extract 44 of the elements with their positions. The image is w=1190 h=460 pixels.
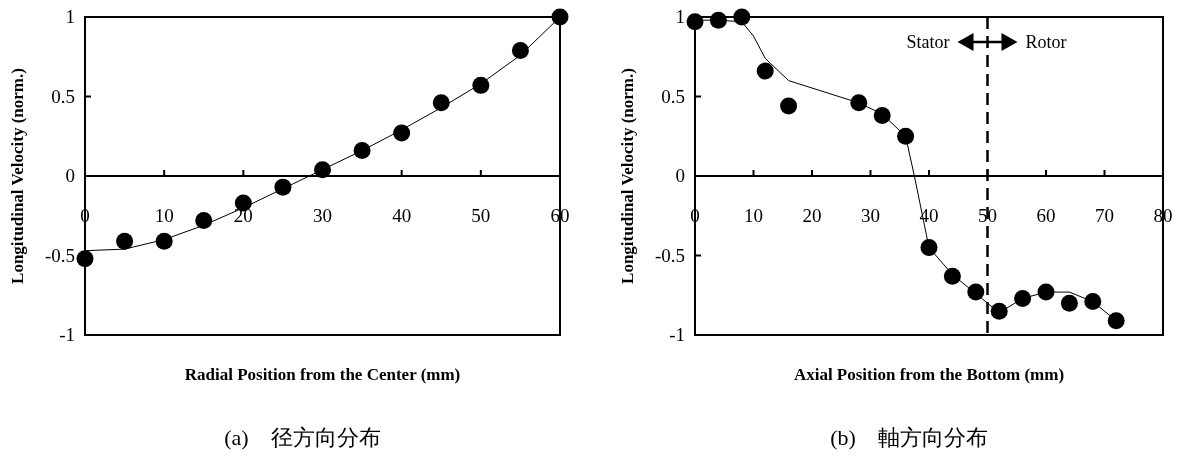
- point: [1107, 312, 1125, 330]
- x-tick-label: 60: [1036, 205, 1056, 226]
- x-tick-label: 40: [392, 205, 412, 226]
- y-tick-label: 1: [675, 6, 685, 27]
- point: [780, 97, 798, 115]
- y-tick-label: -0.5: [654, 244, 685, 266]
- point: [733, 8, 751, 26]
- x-tick-label: 20: [802, 205, 822, 226]
- x-tick-label: 50: [978, 205, 997, 226]
- point: [686, 13, 704, 31]
- x-tick-label: 20: [233, 205, 253, 226]
- point: [314, 161, 331, 179]
- y-tick-label: -1: [59, 324, 75, 345]
- x-tick-label: 70: [1095, 205, 1114, 226]
- y-axis-title: Longitudinal Velocity (norm.): [618, 68, 637, 284]
- y-tick-label: 0.5: [661, 85, 685, 107]
- point: [511, 41, 529, 59]
- x-tick-label: 30: [861, 205, 880, 226]
- point: [1060, 294, 1078, 312]
- annotation: Rotor: [1025, 32, 1067, 52]
- point: [76, 250, 94, 268]
- y-tick-label: -1: [669, 324, 685, 345]
- point: [551, 8, 569, 26]
- x-tick-label: 10: [154, 205, 174, 226]
- point: [1014, 289, 1032, 307]
- point: [353, 142, 371, 160]
- y-tick-label: 0: [675, 165, 685, 186]
- point: [116, 232, 134, 250]
- annotation: Stator: [906, 32, 950, 52]
- text: (a) 径方向分布: [224, 425, 381, 450]
- point: [709, 11, 727, 29]
- y-tick-label: 0: [65, 165, 75, 186]
- x-tick-label: 30: [313, 205, 332, 226]
- y-tick-label: 0.5: [51, 85, 75, 107]
- text: (b) 軸方向分布: [830, 425, 988, 450]
- x-tick-label: 10: [744, 205, 763, 226]
- y-tick-label: -0.5: [44, 244, 75, 266]
- point: [756, 62, 774, 80]
- x-axis-title: Radial Position from the Center (mm): [184, 365, 461, 384]
- x-tick-label: 50: [471, 205, 491, 226]
- x-axis-title: Axial Position from the Bottom (mm): [793, 365, 1065, 384]
- y-axis-title: Longitudinal Velocity (norm.): [8, 68, 27, 284]
- y-tick-label: 1: [65, 6, 75, 27]
- point: [195, 212, 213, 230]
